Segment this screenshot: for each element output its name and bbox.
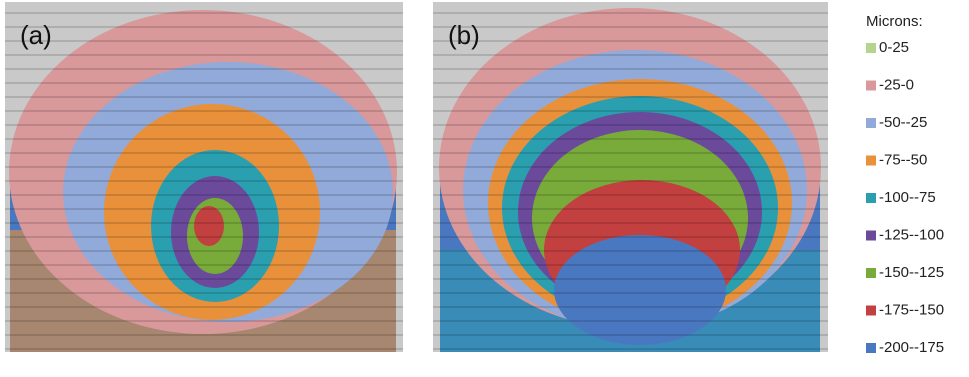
legend-swatch xyxy=(866,231,876,241)
legend-swatch xyxy=(866,43,876,53)
legend: Microns: 0-25 -25-0 -50--25 -75--50 -100--75… xyxy=(866,13,944,356)
legend-swatch xyxy=(866,118,876,128)
legend-label: -150--125 xyxy=(879,264,944,281)
texture xyxy=(5,2,403,352)
panel-b: (b) xyxy=(433,2,828,352)
legend-swatch xyxy=(866,193,876,203)
legend-swatch xyxy=(866,268,876,278)
legend-label: -50--25 xyxy=(879,114,927,131)
legend-title: Microns: xyxy=(866,13,923,30)
legend-swatch xyxy=(866,343,876,353)
legend-swatch xyxy=(866,306,876,316)
figure: (a) (b) Microns: 0-25 -25-0 -50--25 -75--50… xyxy=(0,0,969,377)
legend-swatch xyxy=(866,156,876,166)
legend-label: -100--75 xyxy=(879,189,936,206)
legend-label: -175--150 xyxy=(879,301,944,318)
texture xyxy=(433,2,828,352)
panel-a: (a) xyxy=(5,2,403,352)
panel-label: (b) xyxy=(448,20,480,50)
legend-label: -75--50 xyxy=(879,151,927,168)
legend-label: 0-25 xyxy=(879,39,909,56)
legend-label: -200--175 xyxy=(879,339,944,356)
legend-label: -125--100 xyxy=(879,226,944,243)
panel-label: (a) xyxy=(20,20,52,50)
legend-label: -25-0 xyxy=(879,76,914,93)
legend-swatch xyxy=(866,81,876,91)
